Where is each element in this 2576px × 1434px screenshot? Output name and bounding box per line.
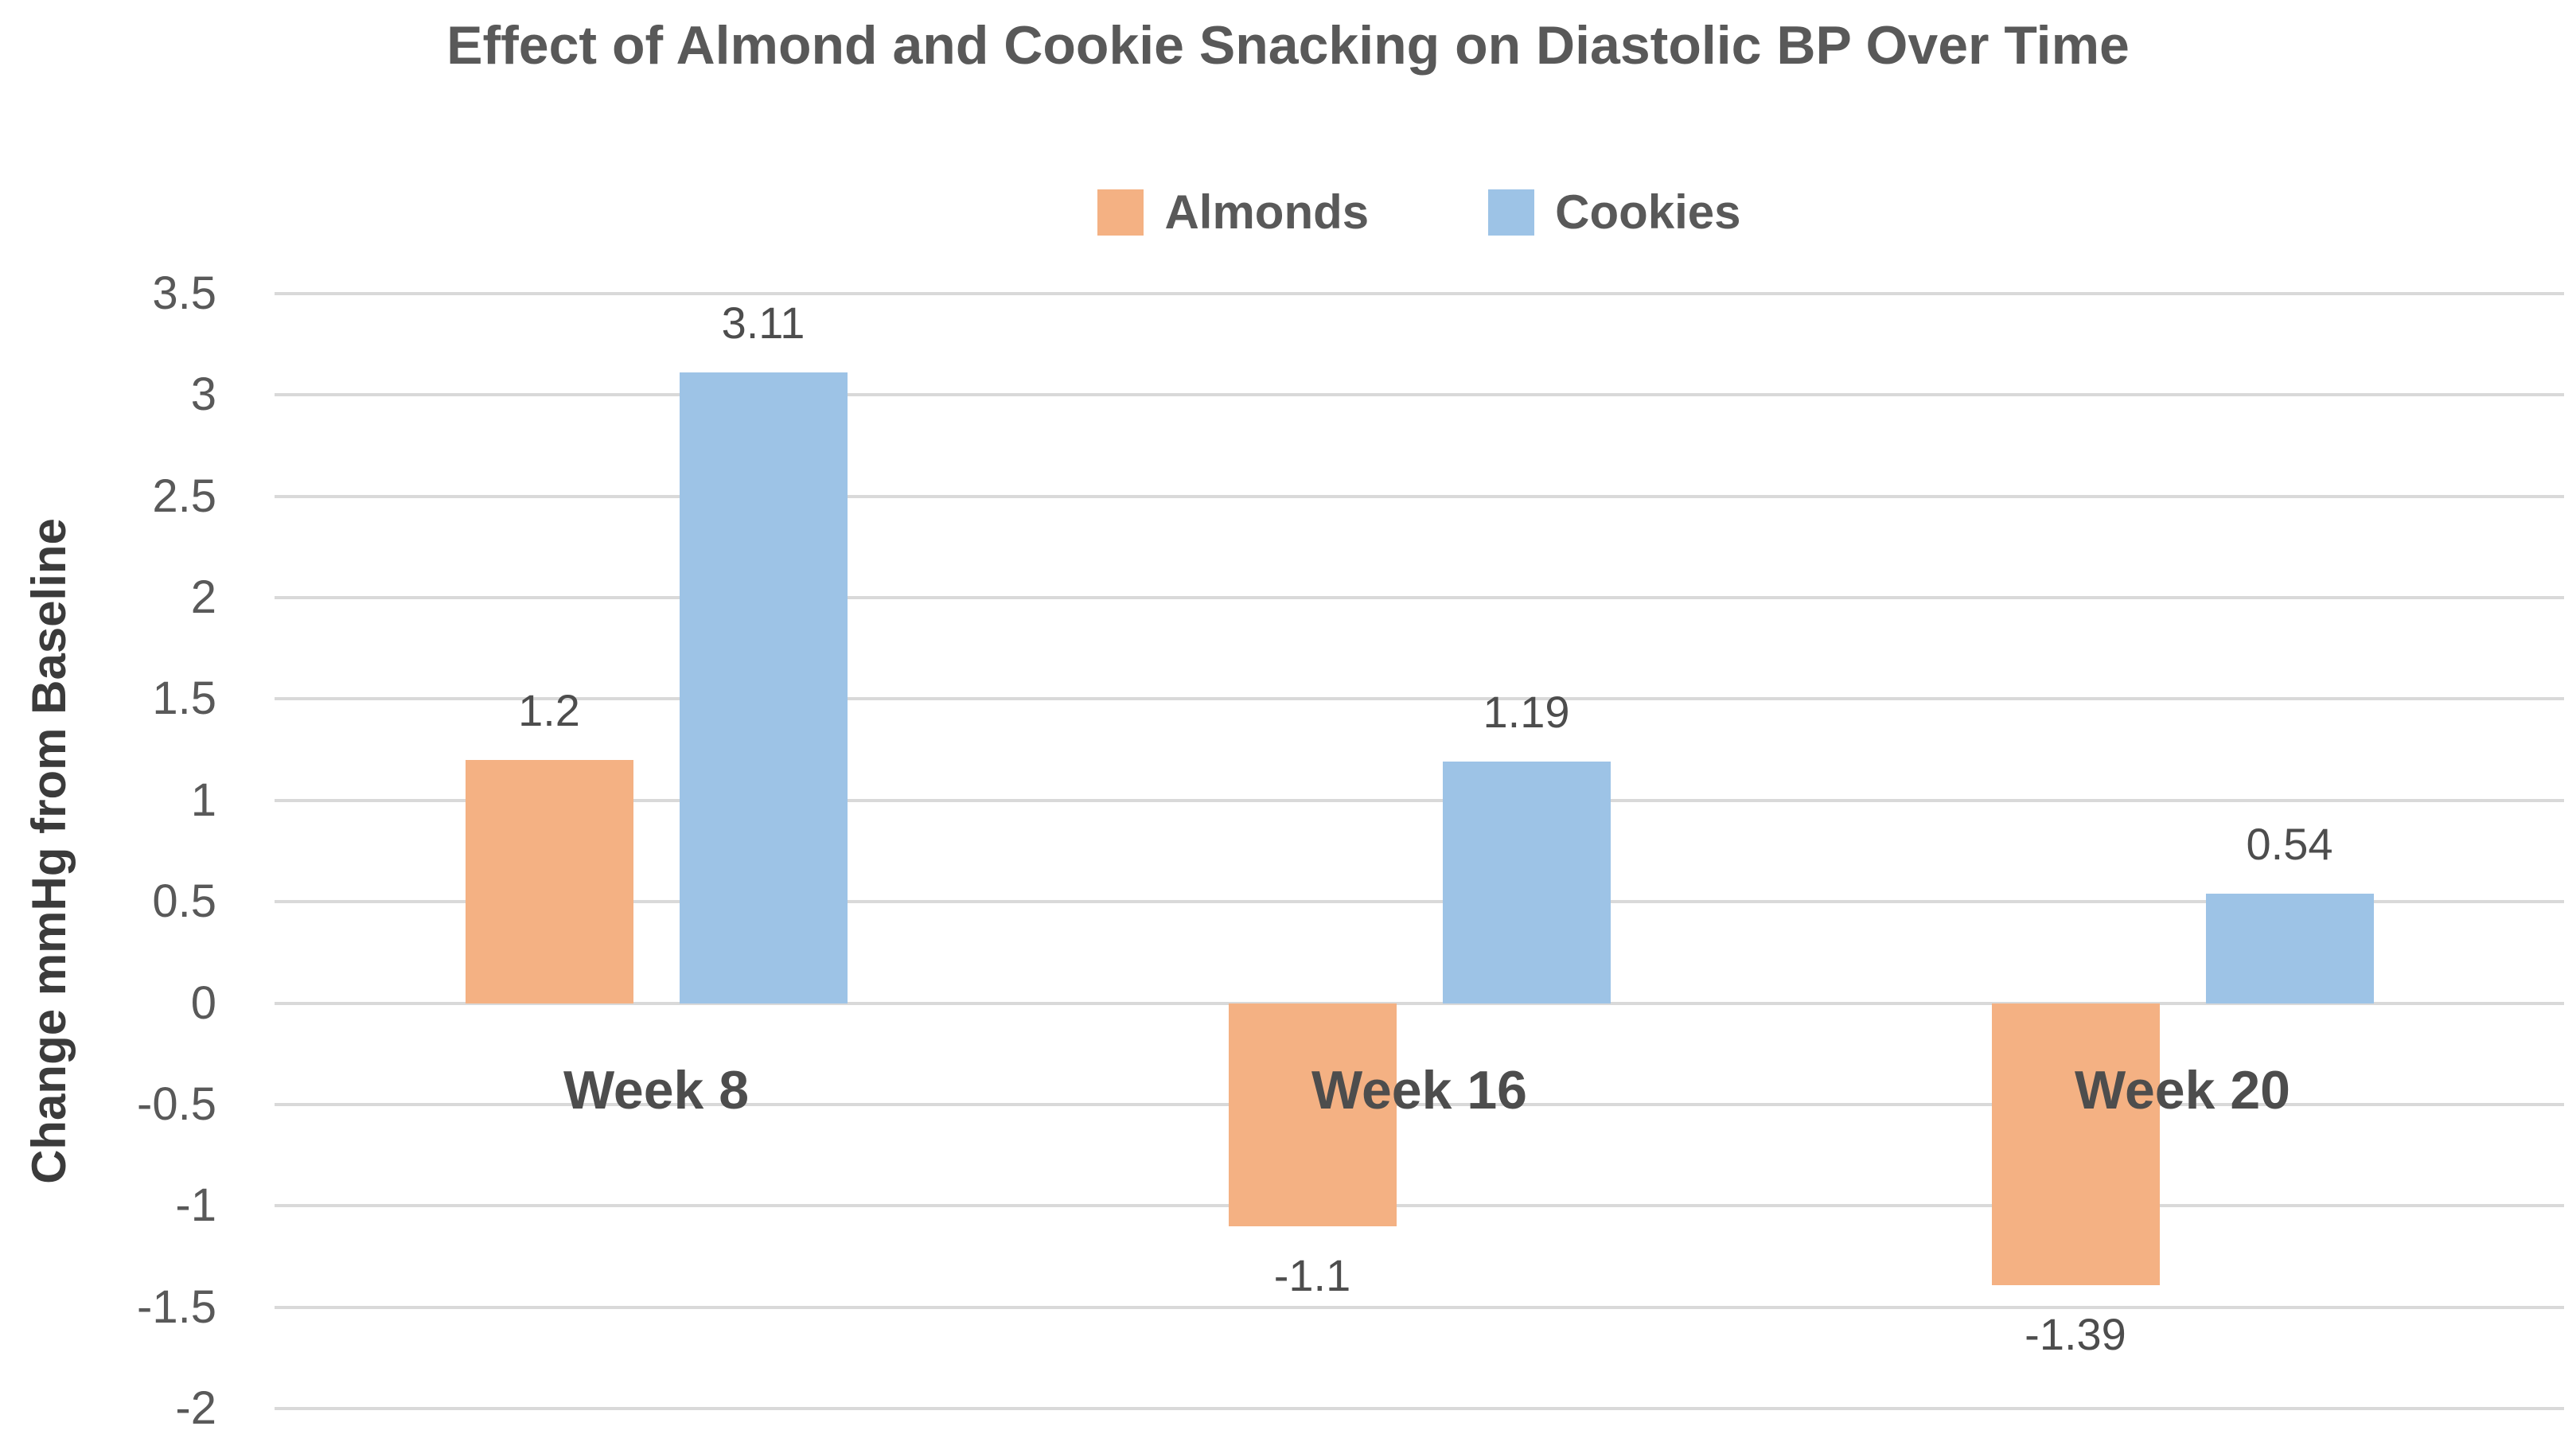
y-axis-tick-label: 1.5 xyxy=(152,672,216,725)
category-label-week-8: Week 8 xyxy=(563,1060,750,1120)
legend-label: Almonds xyxy=(1164,185,1370,239)
legend-label: Cookies xyxy=(1555,185,1741,239)
gridline xyxy=(275,697,2564,701)
y-axis-tick-label: 3 xyxy=(190,368,216,421)
data-label: 1.19 xyxy=(1483,687,1570,738)
data-label: 3.11 xyxy=(721,298,805,349)
y-axis-tick-label: 2 xyxy=(190,571,216,624)
gridline xyxy=(275,900,2564,904)
y-axis-tick-label: 0.5 xyxy=(152,875,216,928)
legend-swatch-icon xyxy=(1488,189,1535,236)
gridline xyxy=(275,1102,2564,1106)
data-label: -1.39 xyxy=(2025,1308,2126,1359)
data-label: 1.2 xyxy=(518,684,580,735)
bar-almonds-week-20 xyxy=(1991,1003,2160,1285)
chart-title: Effect of Almond and Cookie Snacking on … xyxy=(446,15,2130,76)
bar-almonds-week-16 xyxy=(1228,1003,1397,1226)
y-axis-tick-label: 1 xyxy=(190,774,216,826)
legend-swatch-icon xyxy=(1097,189,1144,236)
gridline xyxy=(275,393,2564,397)
y-axis-tick-label: 3.5 xyxy=(152,267,216,319)
legend-item-cookies: Cookies xyxy=(1488,185,1741,239)
y-axis-tick-label: -0.5 xyxy=(137,1077,216,1130)
gridline xyxy=(275,596,2564,600)
gridline xyxy=(275,1001,2564,1005)
gridline xyxy=(275,1204,2564,1208)
gridline xyxy=(275,798,2564,802)
gridline xyxy=(275,1305,2564,1309)
y-axis-tick-label: -1.5 xyxy=(137,1280,216,1333)
bar-almonds-week-8 xyxy=(465,759,633,1003)
category-label-week-16: Week 16 xyxy=(1311,1060,1527,1120)
legend: Almonds Cookies xyxy=(275,177,2564,248)
y-axis-tick-label: -1 xyxy=(175,1179,216,1232)
gridline xyxy=(275,1407,2564,1410)
bar-cookies-week-8 xyxy=(679,372,848,1003)
y-axis-tick-label: 0 xyxy=(190,976,216,1029)
category-label-week-20: Week 20 xyxy=(2075,1060,2290,1120)
bar-cookies-week-20 xyxy=(2205,893,2374,1003)
gridline xyxy=(275,494,2564,498)
data-label: 0.54 xyxy=(2246,818,2333,869)
y-axis-tick-label: 2.5 xyxy=(152,470,216,522)
bar-cookies-week-16 xyxy=(1442,762,1611,1003)
data-label: -1.1 xyxy=(1273,1249,1351,1300)
gridline xyxy=(275,292,2564,295)
legend-item-almonds: Almonds xyxy=(1097,189,1369,236)
y-axis-tick-label: -2 xyxy=(175,1382,216,1434)
